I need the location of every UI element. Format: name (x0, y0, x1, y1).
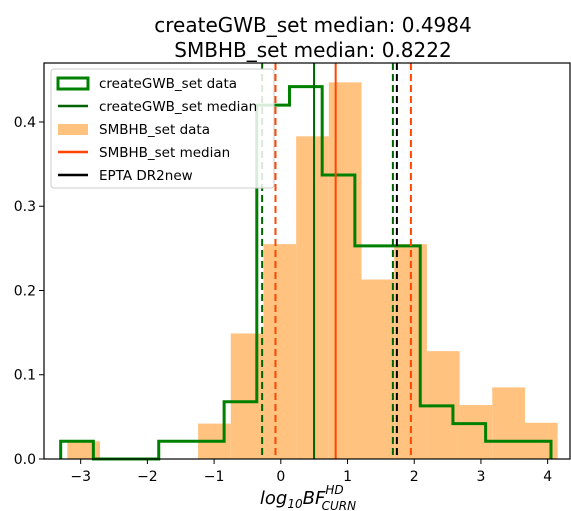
x-axis-label-sup: HD (325, 483, 343, 497)
x-tick-label: 1 (343, 469, 352, 485)
legend-label: EPTA DR2new (99, 168, 193, 184)
y-tick-label: 0.1 (14, 368, 36, 384)
legend-label: createGWB_set median (99, 99, 257, 115)
x-tick-label: −3 (70, 469, 91, 485)
legend-box (50, 68, 275, 189)
legend-label: SMBHB_set median (99, 145, 230, 161)
legend-swatch-creategwb-data (56, 76, 90, 91)
legend-swatch-smbhb-data (58, 124, 88, 135)
y-tick-label: 0.3 (14, 199, 36, 215)
x-axis-label-base: log (260, 488, 287, 509)
bar-smbhb-8 (328, 82, 362, 459)
x-axis-label-main: BF (303, 488, 326, 509)
plot-area (43, 62, 571, 461)
bar-smbhb-7 (296, 136, 329, 459)
legend-label: SMBHB_set data (99, 122, 210, 138)
x-axis: −3 −2 −1 0 1 2 3 4 (70, 459, 552, 485)
chart-title-line-1: createGWB_set median: 0.4984 (154, 13, 471, 37)
plot-frame (43, 62, 571, 460)
x-tick-label: −2 (137, 469, 158, 485)
x-tick-label: −1 (204, 469, 225, 485)
x-tick-label: 3 (476, 469, 485, 485)
y-tick-label: 0.4 (14, 115, 36, 131)
y-tick-label: 0.2 (14, 283, 36, 299)
bar-smbhb-9 (361, 279, 395, 459)
x-axis-label: log10BFHD CURN (260, 483, 356, 511)
legend: createGWB_set data createGWB_set median SM… (50, 68, 275, 189)
y-axis: 0.0 0.1 0.2 0.3 0.4 (14, 115, 44, 468)
x-tick-label: 4 (543, 469, 552, 485)
bar-smbhb-13 (492, 387, 525, 459)
x-tick-label: 2 (410, 469, 419, 485)
legend-label: createGWB_set data (99, 76, 237, 92)
bar-smbhb-5 (230, 333, 264, 459)
bar-smbhb-12 (459, 405, 493, 459)
bar-smbhb-0 (67, 441, 101, 459)
x-axis-label-base-sub: 10 (287, 497, 303, 511)
x-axis-label-sub: CURN (322, 499, 357, 511)
chart-title-line-2: SMBHB_set median: 0.8222 (174, 38, 451, 62)
bar-smbhb-6 (263, 244, 297, 459)
x-tick-label: 0 (276, 469, 285, 485)
y-tick-label: 0.0 (14, 452, 36, 468)
